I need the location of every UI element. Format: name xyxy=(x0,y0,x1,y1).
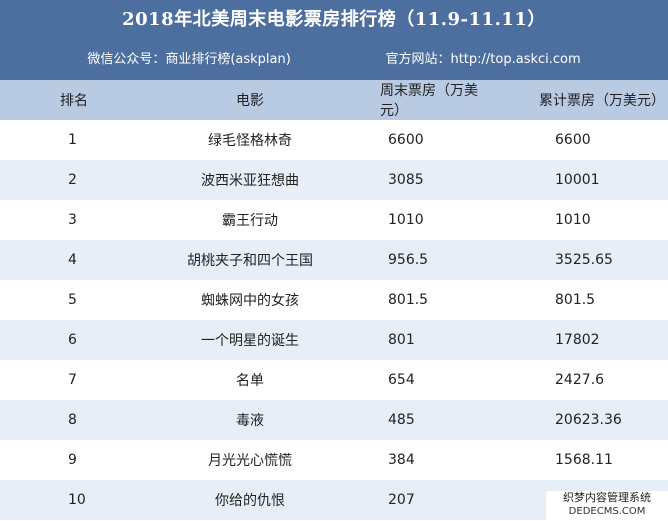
rank-cell: 6 xyxy=(0,320,130,360)
watermark-line1: 织梦内容管理系统 xyxy=(563,491,651,504)
movie-cell: 名单 xyxy=(130,360,330,400)
dedecms-watermark: 织梦内容管理系统 DEDECMS.COM xyxy=(546,491,668,521)
rank-cell: 10 xyxy=(0,480,130,520)
table-row: 9 月光光心慌慌 384 1568.11 xyxy=(0,440,668,480)
weekend-cell: 801.5 xyxy=(330,280,495,320)
rank-cell: 9 xyxy=(0,440,130,480)
total-cell: 3525.65 xyxy=(495,240,668,280)
table-row: 2 波西米亚狂想曲 3085 10001 xyxy=(0,160,668,200)
total-cell: 6600 xyxy=(495,120,668,160)
table-row: 1 绿毛怪格林奇 6600 6600 xyxy=(0,120,668,160)
table-header-row: 排名 电影 周末票房（万美元） 累计票房（万美元） xyxy=(0,80,668,120)
source-line: 微信公众号：商业排行榜(askplan) 官方网站：http://top.ask… xyxy=(0,40,668,80)
total-cell: 1568.11 xyxy=(495,440,668,480)
table-row: 5 蜘蛛网中的女孩 801.5 801.5 xyxy=(0,280,668,320)
weekend-cell: 207 xyxy=(330,480,495,520)
rank-cell: 8 xyxy=(0,400,130,440)
rank-cell: 2 xyxy=(0,160,130,200)
movie-cell: 毒液 xyxy=(130,400,330,440)
table-row: 7 名单 654 2427.6 xyxy=(0,360,668,400)
watermark-line2: DEDECMS.COM xyxy=(568,506,646,517)
movie-cell: 绿毛怪格林奇 xyxy=(130,120,330,160)
total-cell: 801.5 xyxy=(495,280,668,320)
weekend-cell: 485 xyxy=(330,400,495,440)
movie-cell: 你给的仇恨 xyxy=(130,480,330,520)
column-header-total: 累计票房（万美元） xyxy=(495,80,668,120)
weekend-cell: 801 xyxy=(330,320,495,360)
weekend-cell: 956.5 xyxy=(330,240,495,280)
total-cell: 20623.36 xyxy=(495,400,668,440)
website-label: 官方网站：http://top.askci.com xyxy=(385,52,581,67)
column-header-weekend: 周末票房（万美元） xyxy=(330,80,495,120)
rank-cell: 5 xyxy=(0,280,130,320)
page-title: 2018年北美周末电影票房排行榜（11.9-11.11） xyxy=(122,9,546,30)
weekend-cell: 654 xyxy=(330,360,495,400)
weekend-cell: 3085 xyxy=(330,160,495,200)
table-row: 4 胡桃夹子和四个王国 956.5 3525.65 xyxy=(0,240,668,280)
header-banner: 2018年北美周末电影票房排行榜（11.9-11.11） 微信公众号：商业排行榜… xyxy=(0,0,668,80)
table-row: 6 一个明星的诞生 801 17802 xyxy=(0,320,668,360)
movie-cell: 胡桃夹子和四个王国 xyxy=(130,240,330,280)
movie-cell: 一个明星的诞生 xyxy=(130,320,330,360)
table-row: 3 霸王行动 1010 1010 xyxy=(0,200,668,240)
total-cell: 17802 xyxy=(495,320,668,360)
movie-cell: 霸王行动 xyxy=(130,200,330,240)
rank-cell: 1 xyxy=(0,120,130,160)
movie-cell: 波西米亚狂想曲 xyxy=(130,160,330,200)
movie-cell: 月光光心慌慌 xyxy=(130,440,330,480)
wechat-label: 微信公众号：商业排行榜(askplan) xyxy=(87,52,291,67)
total-cell: 10001 xyxy=(495,160,668,200)
weekend-cell: 6600 xyxy=(330,120,495,160)
rank-cell: 7 xyxy=(0,360,130,400)
column-header-movie: 电影 xyxy=(130,80,330,120)
movie-cell: 蜘蛛网中的女孩 xyxy=(130,280,330,320)
weekend-cell: 1010 xyxy=(330,200,495,240)
rank-cell: 4 xyxy=(0,240,130,280)
column-header-rank: 排名 xyxy=(0,80,130,120)
rank-cell: 3 xyxy=(0,200,130,240)
table-row: 8 毒液 485 20623.36 xyxy=(0,400,668,440)
total-cell: 2427.6 xyxy=(495,360,668,400)
weekend-cell: 384 xyxy=(330,440,495,480)
total-cell: 1010 xyxy=(495,200,668,240)
box-office-table: 排名 电影 周末票房（万美元） 累计票房（万美元） 1 绿毛怪格林奇 6600 … xyxy=(0,80,668,520)
